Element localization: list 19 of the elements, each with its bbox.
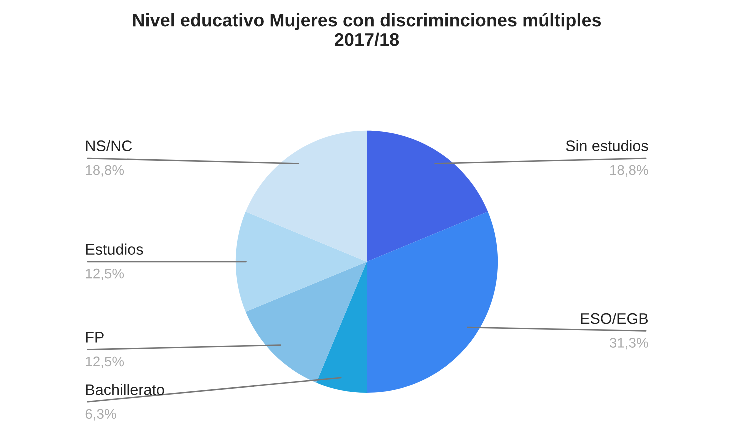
pie-slice <box>316 262 367 394</box>
slice-label: Bachillerato <box>86 384 164 396</box>
slice-label: Sin estudios <box>566 140 648 152</box>
data-label: 18,8% <box>610 165 648 177</box>
data-label: 12,5% <box>86 356 124 368</box>
data-label: 31,3% <box>610 338 648 350</box>
slice-label: ESO/EGB <box>581 313 648 324</box>
chart-title: Nivel educativo Mujeres con discriminciones múltiples 2017/18 <box>133 13 602 46</box>
pie-slice <box>367 212 498 394</box>
data-label: 12,5% <box>86 268 124 280</box>
data-label: 18,8% <box>86 165 124 177</box>
slice-label: Estudios <box>86 244 144 256</box>
pie-slice <box>246 262 367 383</box>
slice-label: FP <box>86 332 104 343</box>
data-label: 6,3% <box>86 409 116 421</box>
pie-slice <box>367 130 488 262</box>
slice-label: NS/NC <box>86 140 132 152</box>
pie-slice <box>236 212 367 312</box>
pie-slice <box>246 130 367 262</box>
